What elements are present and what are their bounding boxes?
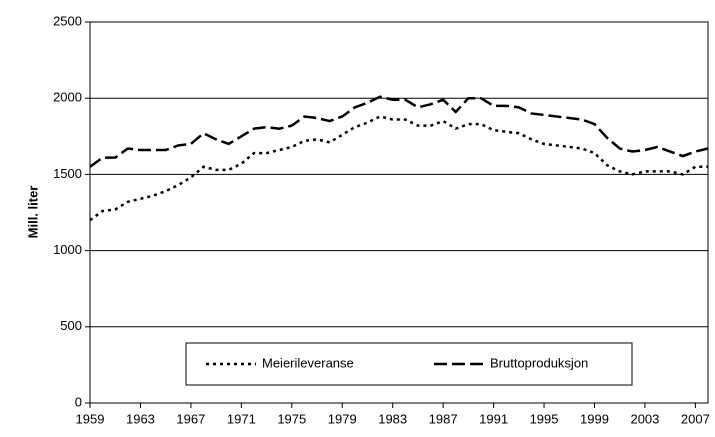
x-tick-label: 1995 [530, 411, 559, 426]
y-axis-label: Mill. liter [25, 186, 40, 239]
x-tick-label: 2007 [681, 411, 710, 426]
y-tick-label: 2500 [53, 13, 82, 28]
x-tick-label: 1983 [378, 411, 407, 426]
x-tick-label: 1999 [580, 411, 609, 426]
x-tick-label: 2003 [630, 411, 659, 426]
y-tick-label: 1500 [53, 166, 82, 181]
x-tick-label: 1979 [328, 411, 357, 426]
x-tick-label: 1987 [429, 411, 458, 426]
legend-box [185, 342, 633, 386]
y-tick-label: 500 [60, 318, 82, 333]
x-tick-label: 1963 [126, 411, 155, 426]
x-tick-label: 1971 [227, 411, 256, 426]
line-series [89, 95, 709, 168]
legend-label: Bruttoproduksjon [490, 355, 588, 370]
y-tick-label: 1000 [53, 242, 82, 257]
y-tick-label: 2000 [53, 90, 82, 105]
x-tick-label: 1959 [76, 411, 105, 426]
legend: Meierileveranse Bruttoproduksjon [185, 342, 633, 386]
x-tick-label: 1967 [176, 411, 205, 426]
legend-label: Meierileveranse [262, 355, 354, 370]
x-tick-label: 1975 [277, 411, 306, 426]
y-tick-label: 0 [75, 394, 82, 409]
x-tick-label: 1991 [479, 411, 508, 426]
line-series [89, 115, 708, 222]
plot-border [89, 21, 709, 404]
